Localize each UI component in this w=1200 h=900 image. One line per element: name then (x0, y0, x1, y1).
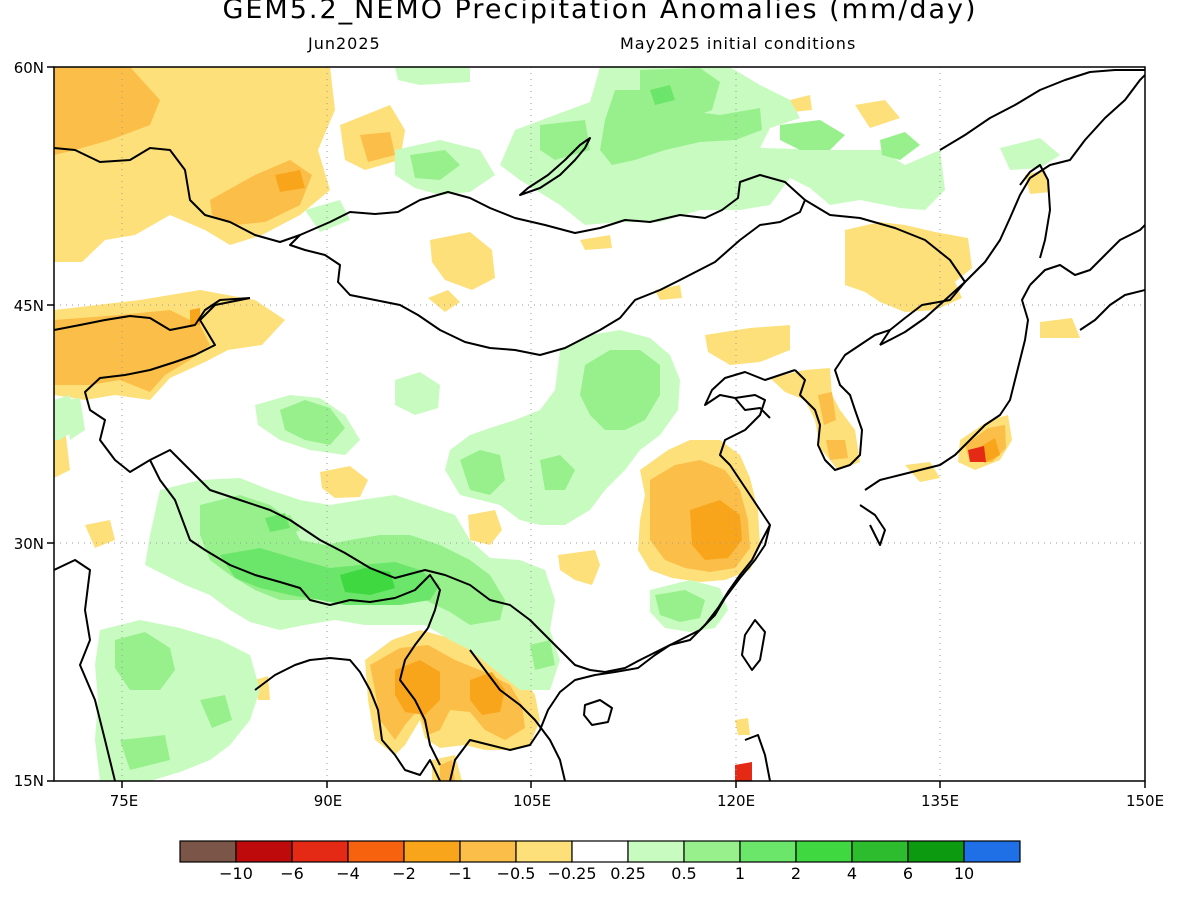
lon-label-135e: 135E (920, 792, 960, 810)
china-east-coast (669, 369, 796, 646)
colorbar-swatch (795, 840, 853, 863)
axis-ticks (47, 66, 1146, 788)
colorbar-swatch (515, 840, 573, 863)
colorbar-label: −1 (448, 864, 472, 883)
lat-label-15n: 15N (13, 772, 44, 790)
colorbar-label: 4 (846, 864, 858, 883)
india-coastline (54, 559, 116, 781)
valid-month-label: Jun2025 (308, 34, 381, 53)
shandong (734, 397, 771, 419)
colorbar-label: 0.5 (671, 864, 697, 883)
colorbar-label: −10 (219, 864, 253, 883)
dry-anomaly-extreme (735, 446, 986, 781)
colorbar-swatch (403, 840, 461, 863)
map-frame (53, 66, 1146, 782)
coastlines-borders (54, 69, 1145, 781)
colorbar-swatch (963, 840, 1021, 863)
russian-far-east-coast (879, 74, 1145, 346)
colorbar-label: 2 (790, 864, 802, 883)
colorbar-label: −0.25 (547, 864, 597, 883)
colorbar-label: 6 (902, 864, 914, 883)
colorbar-swatch (179, 840, 237, 863)
lon-label-75e: 75E (109, 792, 139, 810)
lat-label-45n: 45N (13, 297, 44, 315)
colorbar-label: −4 (336, 864, 360, 883)
colorbar-label: −6 (280, 864, 304, 883)
lat-label-60n: 60N (13, 59, 44, 77)
colorbar-label: 1 (734, 864, 746, 883)
colorbar-label: −0.5 (496, 864, 536, 883)
colorbar-swatch (459, 840, 517, 863)
mongolia-china-border (289, 174, 806, 356)
lon-label-120e: 120E (716, 792, 756, 810)
luzon (744, 734, 771, 781)
colorbar-swatch (627, 840, 685, 863)
graticule (54, 67, 1145, 781)
dry-anomaly-strong (190, 170, 1000, 715)
colorbar-swatch (907, 840, 965, 863)
bay-of-bengal-coast (254, 657, 441, 781)
initial-conditions-label: May2025 initial conditions (620, 34, 857, 53)
colorbar (179, 840, 1021, 863)
indochina-coast (449, 644, 671, 781)
japan-shikoku-kyushu (859, 504, 886, 546)
myanmar-thai-border (399, 627, 441, 766)
colorbar-swatch (291, 840, 349, 863)
japan-honshu (864, 284, 1031, 491)
sakhalin (1019, 164, 1051, 259)
korean-peninsula (794, 329, 891, 471)
colorbar-swatch (347, 840, 405, 863)
lon-label-105e: 105E (512, 792, 552, 810)
kazakhstan-border (54, 147, 301, 243)
laos-vietnam-border (469, 649, 566, 781)
lake-baikal (519, 137, 591, 196)
anomaly-shading (54, 67, 1080, 781)
colorbar-swatch (739, 840, 797, 863)
amur-border (804, 199, 966, 346)
chart-title: GEM5.2_NEMO Precipitation Anomalies (mm/… (222, 0, 978, 25)
hainan (583, 699, 613, 726)
japan-hokkaido (1029, 224, 1145, 286)
colorbar-swatch (851, 840, 909, 863)
colorbar-label: −2 (392, 864, 416, 883)
lon-label-150e: 150E (1125, 792, 1165, 810)
kazakhstan-south-border (54, 297, 251, 331)
wet-anomaly-heavy (340, 568, 395, 595)
okhotsk-coast (939, 69, 1145, 151)
taiwan (741, 619, 766, 671)
himalaya-boundary (149, 459, 441, 629)
lon-label-90e: 90E (313, 792, 343, 810)
colorbar-swatch (571, 840, 629, 863)
colorbar-label: 0.25 (610, 864, 646, 883)
colorbar-swatch (683, 840, 741, 863)
lat-label-30n: 30N (13, 535, 44, 553)
colorbar-label: 10 (953, 864, 975, 883)
colorbar-swatch (235, 840, 293, 863)
kuril-kamchatka (1079, 289, 1145, 331)
